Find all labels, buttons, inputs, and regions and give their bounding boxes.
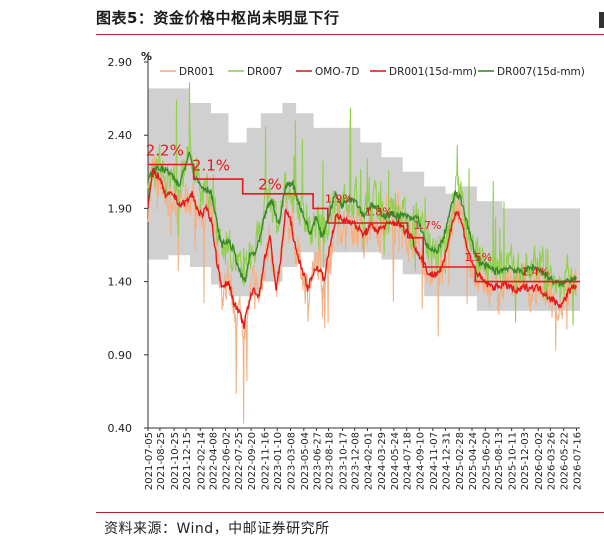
rate-annotation: 1.8%	[365, 206, 393, 219]
x-tick-label: 2021-12-15	[182, 432, 193, 490]
x-tick-label: 2023-03-08	[287, 432, 298, 490]
y-tick-label: 0.90	[108, 349, 133, 362]
x-tick-label: 2026-03-26	[546, 432, 557, 490]
x-tick-label: 2025-04-24	[468, 432, 479, 490]
line-chart: 2.2% 2.1% 2% 1.9% 1.8% 1.7% 1.5% 1.4% 2.90 2.40 1…	[108, 50, 585, 490]
rate-annotation: 1.7%	[413, 219, 441, 232]
legend-label: DR007	[247, 66, 282, 78]
x-tick-label: 2024-03-29	[377, 432, 388, 490]
x-tick-label: 2022-02-14	[196, 432, 207, 490]
y-tick-label: 2.40	[108, 129, 133, 142]
x-tick-label: 2022-04-08	[209, 432, 220, 490]
x-tick-label: 2024-09-10	[415, 432, 426, 490]
legend-label: DR001(15d-mm)	[389, 66, 477, 78]
x-tick-label: 2023-01-10	[273, 432, 284, 490]
x-tick-label: 2022-09-20	[247, 432, 258, 490]
x-tick-label: 2022-07-25	[234, 432, 245, 490]
omo-series-layer	[148, 163, 580, 283]
x-tick-label: 2022-06-02	[221, 432, 232, 490]
rate-annotation: 1.9%	[325, 193, 353, 206]
dr007-15d-mm-line	[147, 151, 577, 287]
legend: DR001 DR007 OMO-7D DR001(15d-mm) DR007(15d-m…	[160, 66, 585, 78]
x-tick-label: 2023-10-17	[339, 432, 350, 490]
y-axis-unit: %	[141, 50, 152, 63]
omo-7d-line	[148, 163, 580, 283]
rate-annotation: 1.5%	[464, 251, 492, 264]
x-tick-label: 2025-08-13	[494, 432, 505, 490]
legend-label: DR001	[179, 66, 214, 78]
x-tick-label: 2023-05-04	[300, 432, 311, 490]
tick-label-layer: 2.902.401.901.400.900.40%2021-07-05 2021-…	[108, 50, 584, 490]
title-rule	[96, 34, 604, 35]
x-tick-label: 2021-10-25	[170, 432, 181, 490]
x-tick-label: 2022-11-16	[260, 432, 271, 490]
legend-label: OMO-7D	[315, 66, 359, 78]
x-tick-label: 2023-08-18	[325, 432, 336, 490]
x-tick-label: 2024-11-07	[429, 432, 440, 490]
x-tick-label: 2023-12-08	[351, 432, 362, 490]
x-tick-label: 2024-07-18	[403, 432, 414, 490]
x-tick-label: 2025-06-20	[481, 432, 492, 490]
x-tick-label: 2024-05-24	[390, 432, 401, 490]
x-tick-label: 2021-08-25	[156, 432, 167, 490]
source-note: 资料来源：Wind，中邮证券研究所	[104, 521, 330, 537]
rate-annotation: 2.1%	[192, 156, 230, 174]
rate-annotation: 2%	[258, 175, 282, 193]
x-tick-label: 2025-12-03	[520, 432, 531, 490]
figure-title: 图表5：资金价格中枢尚未明显下行	[96, 9, 340, 27]
annotation-layer: 2.2% 2.1% 2% 1.9% 1.8% 1.7% 1.5% 1.4%	[146, 142, 549, 279]
y-tick-label: 2.90	[108, 56, 133, 69]
range-band	[148, 88, 580, 311]
x-tick-label: 2026-07-16	[573, 432, 584, 490]
rate-annotation: 1.4%	[521, 266, 549, 279]
rate-annotation: 2.2%	[146, 142, 184, 160]
range-band-layer	[148, 88, 580, 311]
x-tick-label: 2024-02-01	[363, 432, 374, 490]
x-tick-label: 2026-02-02	[534, 432, 545, 490]
y-tick-label: 1.40	[108, 276, 133, 289]
y-tick-label: 0.40	[108, 422, 133, 435]
x-tick-label: 2023-06-27	[312, 432, 323, 490]
y-tick-label: 1.90	[108, 202, 133, 215]
x-tick-label: 2021-07-05	[144, 432, 155, 490]
x-tick-label: 2025-10-11	[508, 432, 519, 490]
edge-marker	[599, 12, 604, 28]
x-tick-label: 2024-12-31	[441, 432, 452, 490]
source-rule	[96, 512, 604, 513]
x-tick-label: 2026-05-22	[560, 432, 571, 490]
x-tick-label: 2025-02-28	[455, 432, 466, 490]
legend-label: DR007(15d-mm)	[497, 66, 585, 78]
axes-layer	[144, 54, 580, 431]
